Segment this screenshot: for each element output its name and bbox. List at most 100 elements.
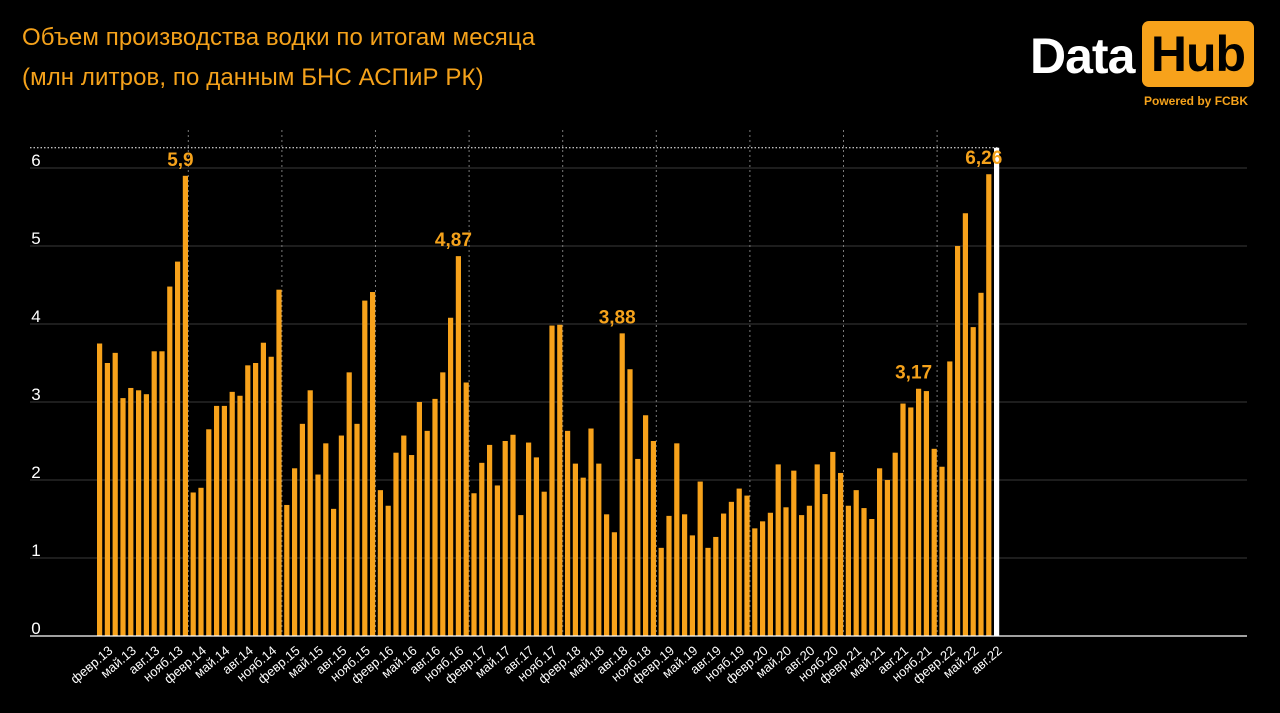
bar <box>120 398 126 636</box>
bar <box>401 435 407 636</box>
bar <box>338 435 344 636</box>
chart-title-block: Объем производства водки по итогам месяц… <box>22 18 535 98</box>
bar <box>970 327 976 636</box>
bar <box>432 398 438 636</box>
bar <box>596 463 602 636</box>
bar <box>292 468 298 636</box>
bar <box>167 286 173 636</box>
bar <box>939 466 945 636</box>
bar <box>775 464 781 636</box>
logo-powered-by: Powered by FCBK <box>1144 94 1249 108</box>
bar <box>97 343 103 636</box>
bar <box>440 372 446 636</box>
bar <box>619 333 625 636</box>
bar <box>229 391 235 636</box>
bar <box>502 441 508 636</box>
bar <box>182 175 188 637</box>
bar <box>315 474 321 636</box>
y-tick-label: 2 <box>31 463 40 482</box>
bar <box>767 512 773 636</box>
bar <box>635 458 641 636</box>
bar <box>705 547 711 636</box>
bar <box>931 448 937 636</box>
bar <box>245 365 251 636</box>
chart-subtitle: (млн литров, по данным БНС АСПиР РК) <box>22 64 484 91</box>
bar <box>175 261 181 636</box>
bar <box>955 246 961 636</box>
bar <box>806 505 812 636</box>
bar <box>666 515 672 636</box>
bar <box>159 351 165 636</box>
bar <box>604 514 610 636</box>
bar <box>643 415 649 636</box>
bar <box>455 256 461 636</box>
bar <box>424 430 430 636</box>
bar <box>845 505 851 636</box>
bar <box>549 325 555 636</box>
bar <box>533 457 539 636</box>
bar <box>409 455 415 636</box>
data-label: 3,88 <box>599 307 636 328</box>
bar <box>190 492 196 636</box>
bar <box>986 174 992 637</box>
bar <box>526 442 532 636</box>
bar <box>588 428 594 636</box>
bar <box>136 390 142 636</box>
bar <box>479 462 485 636</box>
bar <box>393 452 399 636</box>
data-label: 4,87 <box>435 230 472 251</box>
bar <box>713 536 719 636</box>
bar <box>198 487 204 636</box>
bar <box>658 547 664 636</box>
bar <box>143 394 149 636</box>
bar <box>916 388 922 636</box>
bar <box>307 390 313 636</box>
bar <box>572 463 578 636</box>
y-tick-label: 6 <box>31 151 40 170</box>
bar <box>791 470 797 636</box>
bar <box>471 493 477 636</box>
bar <box>650 441 656 636</box>
data-label: 5,9 <box>167 150 193 171</box>
bar <box>268 356 274 636</box>
bar <box>510 434 516 636</box>
bar <box>276 289 282 636</box>
y-tick-label: 0 <box>31 619 40 638</box>
datahub-logo: Data Hub Powered by FCBK <box>1030 18 1258 112</box>
bar <box>151 351 157 636</box>
bar <box>221 405 227 636</box>
bar <box>884 480 890 636</box>
chart-title: Объем производства водки по итогам месяц… <box>22 24 536 51</box>
bar <box>822 494 828 636</box>
bar <box>962 213 968 637</box>
logo-hub-badge: Hub <box>1142 21 1254 87</box>
y-tick-label: 1 <box>31 541 40 560</box>
bar <box>947 361 953 636</box>
bar <box>541 491 547 636</box>
bar <box>260 342 266 636</box>
bar <box>830 451 836 636</box>
bar <box>853 490 859 636</box>
bar <box>674 443 680 636</box>
bar <box>783 507 789 636</box>
bar <box>370 292 376 636</box>
data-label: 6,26 <box>965 148 1002 169</box>
bar <box>354 423 360 636</box>
bar <box>744 495 750 636</box>
bar <box>323 443 329 636</box>
bar <box>978 292 984 636</box>
bar <box>611 532 617 636</box>
bar <box>487 444 493 636</box>
bar <box>362 300 368 636</box>
y-tick-label: 5 <box>31 229 40 248</box>
bar <box>869 519 875 636</box>
bar <box>736 488 742 636</box>
bar <box>104 363 110 636</box>
bar <box>463 382 469 636</box>
bar <box>128 387 134 636</box>
bar <box>752 528 758 636</box>
bar <box>900 403 906 636</box>
bar <box>494 485 500 636</box>
y-tick-label: 4 <box>31 307 40 326</box>
